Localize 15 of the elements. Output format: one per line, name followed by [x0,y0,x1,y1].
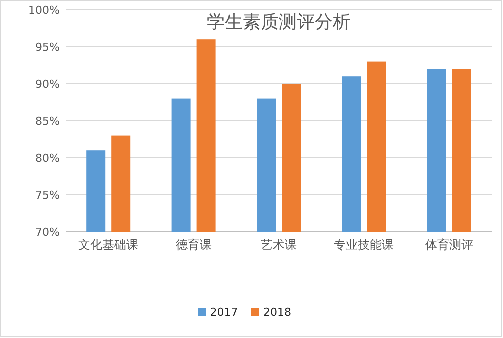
x-tick-label: 体育测评 [425,238,474,252]
y-tick-label: 70% [36,226,60,239]
y-tick-label: 100% [28,4,60,17]
legend-label: 2018 [264,306,292,319]
legend-label: 2017 [210,306,238,319]
chart-title: 学生素质测评分析 [207,12,351,33]
x-tick-label: 德育课 [176,238,212,252]
y-tick-label: 90% [36,78,60,91]
y-tick-label: 80% [36,152,60,165]
y-tick-label: 75% [36,189,60,202]
x-tick-label: 文化基础课 [78,238,139,252]
y-tick-label: 95% [36,41,60,54]
y-tick-label: 85% [36,115,60,128]
x-tick-label: 专业技能课 [334,238,394,252]
x-tick-label: 艺术课 [261,238,297,252]
